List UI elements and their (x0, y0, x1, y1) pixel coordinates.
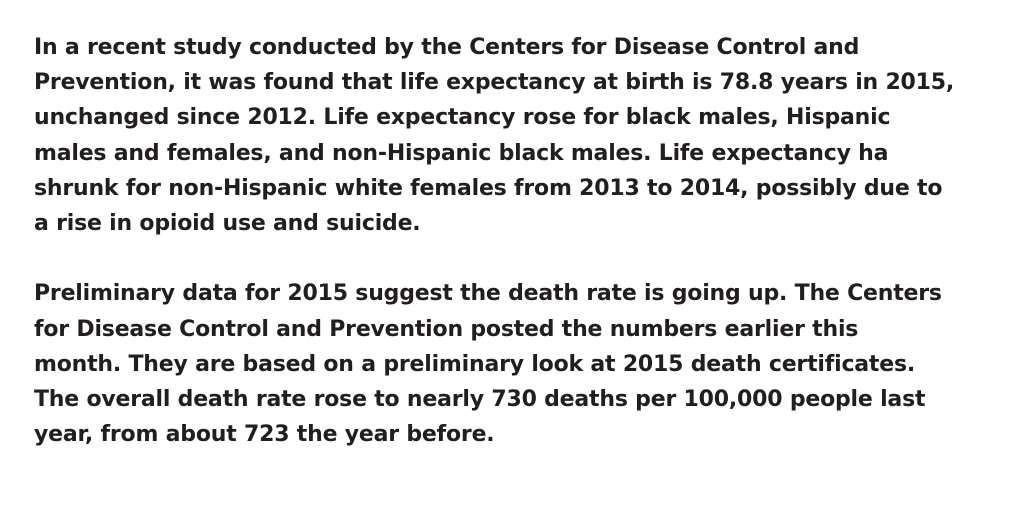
text-line: unchanged since 2012. Life expectancy ro… (34, 105, 891, 131)
text-line: year, from about 723 the year before. (34, 422, 495, 448)
text-line: month. They are based on a preliminary l… (34, 351, 916, 377)
text-line: In a recent study conducted by the Cente… (34, 35, 860, 60)
text-line: males and females, and non-Hispanic blac… (34, 140, 889, 166)
paragraph-life-expectancy: In a recent study conducted by the Cente… (34, 30, 994, 241)
paragraph-death-rate: Preliminary data for 2015 suggest the de… (34, 276, 994, 452)
text-line: Preliminary data for 2015 suggest the de… (34, 281, 942, 307)
text-line: shrunk for non-Hispanic white females fr… (34, 175, 943, 201)
text-line: a rise in opioid use and suicide. (34, 211, 421, 237)
text-line: for Disease Control and Prevention poste… (34, 316, 859, 342)
text-line: The overall death rate rose to nearly 73… (34, 387, 926, 413)
article-body: In a recent study conducted by the Cente… (34, 30, 994, 452)
text-line: Prevention, it was found that life expec… (34, 70, 955, 96)
